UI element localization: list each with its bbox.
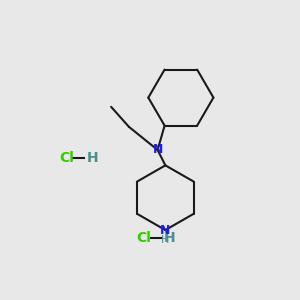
Text: Cl: Cl — [59, 151, 74, 165]
Text: N: N — [160, 224, 171, 236]
Text: Cl: Cl — [137, 231, 152, 245]
Text: H: H — [86, 151, 98, 165]
Text: H: H — [161, 235, 170, 245]
Text: N: N — [152, 143, 163, 157]
Text: H: H — [164, 231, 176, 245]
